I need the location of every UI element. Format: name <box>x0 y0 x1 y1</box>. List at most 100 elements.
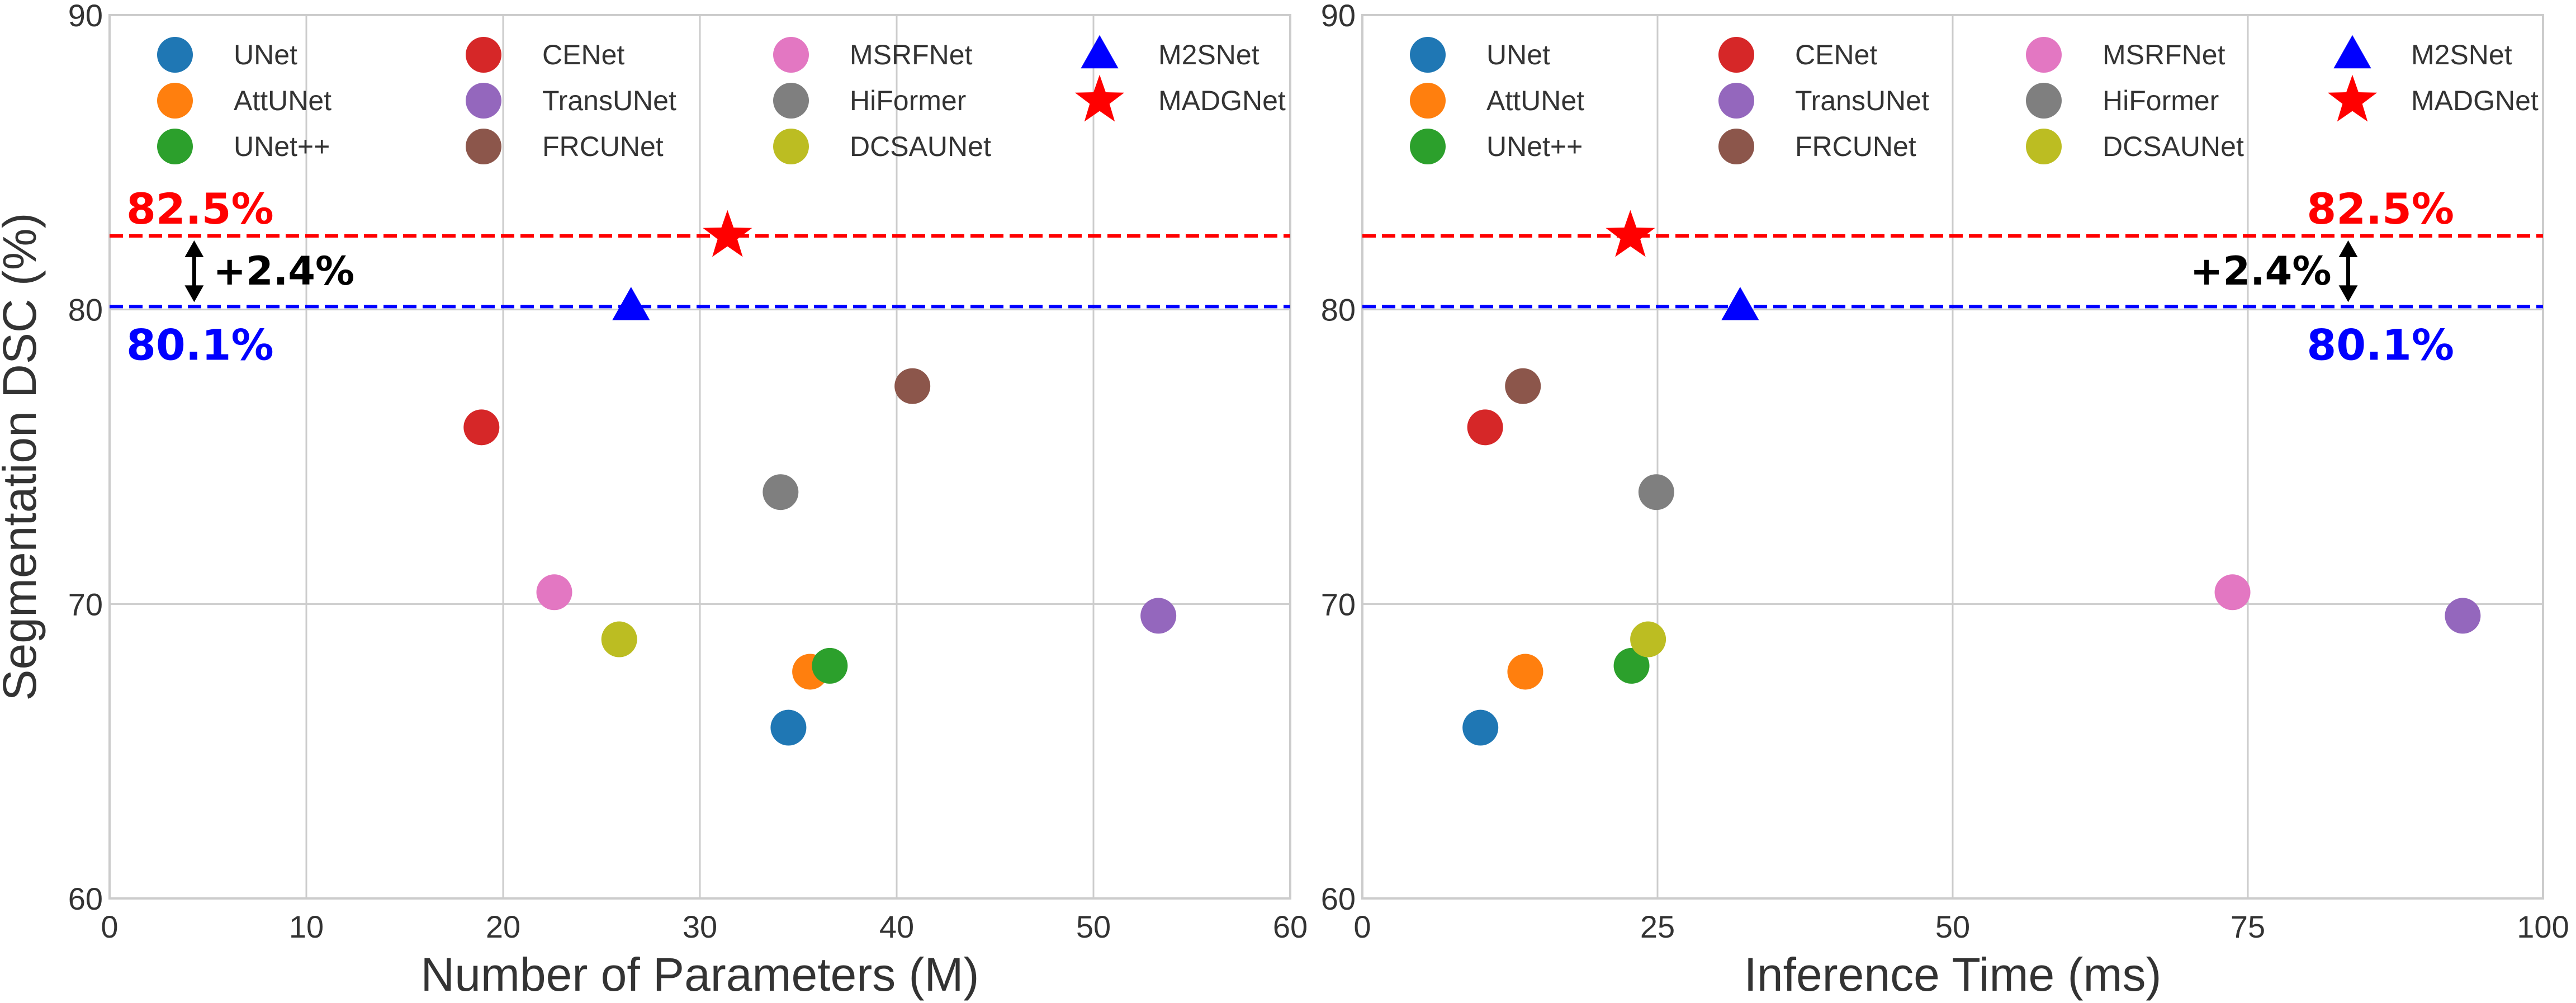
params-legend-label-hiformer: HiFormer <box>850 85 966 116</box>
params-x-tick-label: 20 <box>486 909 520 944</box>
params-legend-marker-dcsaunet <box>773 129 809 164</box>
time-legend-label-unet: UNet <box>1486 39 1550 70</box>
time-x-tick-label: 50 <box>1935 909 1970 944</box>
params-data-points <box>463 210 1177 746</box>
time-point-madgnet <box>1606 210 1655 257</box>
time-difference-label: +2.4% <box>2190 248 2332 294</box>
params-point-hiformer <box>763 474 799 510</box>
params-legend-label-madgnet: MADGNet <box>1158 85 1286 116</box>
params-legend-marker-hiformer <box>773 83 809 119</box>
time-difference-arrow <box>2338 240 2358 302</box>
params-y-tick-label: 70 <box>68 586 103 622</box>
time-plot-frame <box>1361 14 2544 900</box>
params-legend-label-dcsaunet: DCSAUNet <box>850 131 991 162</box>
time-y-tick-label: 80 <box>1321 292 1356 328</box>
params-x-tick-label: 50 <box>1076 909 1111 944</box>
params-y-tick-label: 80 <box>68 292 103 328</box>
time-legend-marker-madgnet <box>2327 74 2378 122</box>
time-legend-label-hiformer: HiFormer <box>2103 85 2219 116</box>
params-point-dcsaunet <box>601 621 637 657</box>
time-legend-label-attunet: AttUNet <box>1486 85 1584 116</box>
time-x-tick-label: 0 <box>1353 909 1371 944</box>
params-x-tick-label: 40 <box>879 909 914 944</box>
time-point-hiformer <box>1638 474 1674 510</box>
params-point-msrfnet <box>536 574 572 611</box>
params-chart-panel: 0 10 20 30 40 50 60 60 70 80 90 Number of Parameter… <box>0 0 1308 1001</box>
time-legend-marker-m2snet <box>2333 35 2371 69</box>
params-legend-marker-unet <box>157 37 193 73</box>
time-x-tick-label: 25 <box>1640 909 1675 944</box>
params-y-tick-label: 90 <box>68 0 103 33</box>
time-y-tick-label: 90 <box>1321 0 1356 33</box>
params-y-axis-title: Segmentation DSC (%) <box>0 212 46 701</box>
params-point-unet <box>770 709 807 746</box>
time-point-m2snet <box>1721 287 1759 320</box>
time-point-attunet <box>1507 654 1543 690</box>
params-legend-label-frcunet: FRCUNet <box>542 131 664 162</box>
time-point-msrfnet <box>2214 574 2251 611</box>
time-legend-label-unetplusplus: UNet++ <box>1486 131 1583 162</box>
params-madgnet-value-label: 82.5% <box>126 184 274 234</box>
params-y-tick-label: 60 <box>68 881 103 916</box>
time-legend-label-dcsaunet: DCSAUNet <box>2103 131 2244 162</box>
params-point-madgnet <box>703 210 752 257</box>
time-legend-marker-unet <box>1410 37 1446 73</box>
params-difference-arrow-head-down <box>184 285 204 302</box>
params-legend-label-unet: UNet <box>234 39 297 70</box>
params-x-tick-label: 60 <box>1273 909 1308 944</box>
time-legend-label-transunet: TransUNet <box>1795 85 1929 116</box>
params-legend-marker-frcunet <box>466 129 501 164</box>
params-point-transunet <box>1140 598 1177 634</box>
params-legend-label-m2snet: M2SNet <box>1158 39 1259 70</box>
params-x-tick-label: 0 <box>101 909 118 944</box>
time-point-unet <box>1462 709 1499 746</box>
time-x-tick-label: 75 <box>2231 909 2265 944</box>
params-legend-marker-cenet <box>466 37 501 73</box>
params-legend-marker-transunet <box>466 83 501 119</box>
time-y-tick-label: 70 <box>1321 586 1356 622</box>
params-legend-label-transunet: TransUNet <box>542 85 676 116</box>
params-difference-label: +2.4% <box>213 248 354 294</box>
params-legend-marker-msrfnet <box>773 37 809 73</box>
time-point-unetplusplus <box>1613 647 1650 684</box>
params-legend-marker-unetplusplus <box>157 129 193 164</box>
time-legend-marker-msrfnet <box>2026 37 2062 73</box>
time-m2snet-value-label: 80.1% <box>2307 320 2454 370</box>
time-point-dcsaunet <box>1630 621 1666 657</box>
time-x-tick-label: 100 <box>2517 909 2569 944</box>
time-legend-label-frcunet: FRCUNet <box>1795 131 1916 162</box>
time-legend-marker-transunet <box>1718 83 1754 119</box>
params-plot-frame <box>108 14 1291 900</box>
time-point-cenet <box>1467 409 1503 446</box>
params-legend-marker-madgnet <box>1074 74 1125 122</box>
time-legend-label-m2snet: M2SNet <box>2411 39 2512 70</box>
inference-time-chart-panel: 0 25 50 75 100 60 70 80 90 Inference Time (ms) 82.… <box>1321 0 2569 1001</box>
params-point-frcunet <box>894 368 931 404</box>
params-legend-label-cenet: CENet <box>542 39 624 70</box>
time-legend-marker-frcunet <box>1718 129 1754 164</box>
time-difference-arrow-head-down <box>2338 285 2358 302</box>
time-y-tick-label: 60 <box>1321 881 1356 916</box>
params-legend-label-attunet: AttUNet <box>234 85 332 116</box>
params-point-cenet <box>463 409 500 446</box>
params-point-m2snet <box>612 287 650 320</box>
params-difference-arrow-head-up <box>184 240 204 257</box>
time-legend-marker-attunet <box>1410 83 1446 119</box>
time-legend-marker-unetplusplus <box>1410 129 1446 164</box>
time-x-axis-title: Inference Time (ms) <box>1744 948 2162 1001</box>
time-point-frcunet <box>1505 368 1541 404</box>
params-legend-label-unetplusplus: UNet++ <box>234 131 330 162</box>
params-legend-marker-m2snet <box>1081 35 1119 69</box>
time-legend-label-madgnet: MADGNet <box>2411 85 2539 116</box>
params-legend-marker-attunet <box>157 83 193 119</box>
params-legend-label-msrfnet: MSRFNet <box>850 39 973 70</box>
time-madgnet-value-label: 82.5% <box>2307 184 2454 234</box>
time-legend-marker-dcsaunet <box>2026 129 2062 164</box>
time-legend: UNet AttUNet UNet++ CENet TransUNet FRCUNet MS… <box>1410 35 2539 164</box>
time-legend-label-msrfnet: MSRFNet <box>2103 39 2225 70</box>
params-x-tick-label: 30 <box>683 909 717 944</box>
params-legend: UNet AttUNet UNet++ CENet TransUNet FRCUNet MS… <box>157 35 1286 164</box>
time-data-points <box>1462 210 2481 746</box>
time-point-transunet <box>2445 598 2481 634</box>
